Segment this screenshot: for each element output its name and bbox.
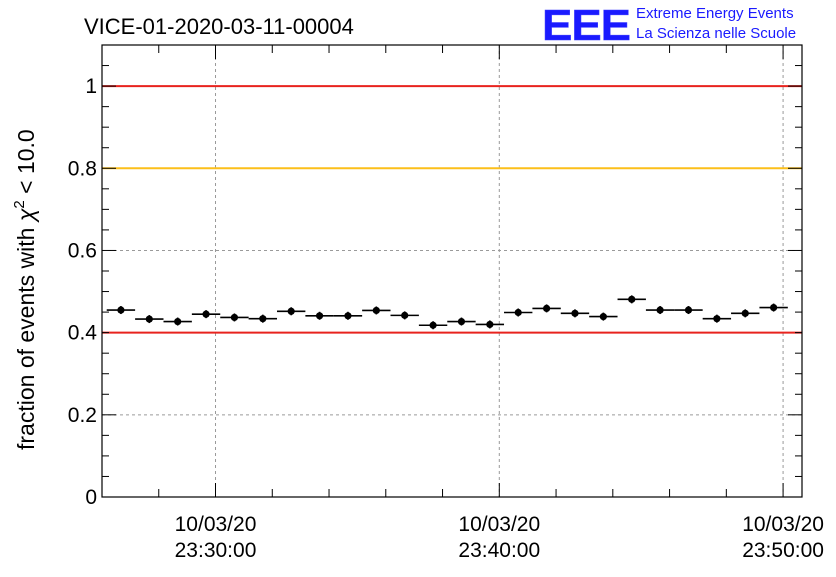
data-point [656,306,664,314]
data-point [571,309,579,317]
logo-line2: La Scienza nelle Scuole [636,25,796,42]
y-axis-label-prefix: fraction of events with [13,221,39,450]
data-point [599,313,607,321]
y-tick-label: 0 [85,486,97,509]
logo-line1: Extreme Energy Events [636,5,794,22]
data-point [344,312,352,320]
data-point [372,306,380,315]
data-point [770,303,778,312]
chart-title: VICE-01-2020-03-11-00004 [84,14,354,39]
data-point [457,317,466,326]
data-point [514,308,522,317]
data-point [315,312,324,320]
data-point [202,310,210,318]
grid [102,45,802,497]
data-point [628,295,636,303]
y-axis-label-suffix: < 10.0 [13,129,39,200]
data-points [106,295,788,330]
x-tick-date: 10/03/20 [175,513,257,536]
y-tick-label: 0.6 [68,239,97,262]
data-point [542,304,551,312]
x-tick-time: 23:40:00 [458,539,540,562]
data-point [429,321,437,329]
y-axis-label-sup: 2 [11,200,28,208]
data-point [713,315,721,323]
plot-frame [101,44,803,498]
y-axis-label-chi: χ [13,208,39,223]
x-tick-time: 23:30:00 [175,539,257,562]
y-tick-label: 0.8 [68,157,97,180]
x-tick-time: 23:50:00 [742,539,824,562]
axes: 0 0.2 0.4 0.6 0.8 1 10/03/20 23:30:00 10/03/20 23… [68,44,824,562]
data-point [401,311,409,319]
y-tick-label: 0.2 [68,404,97,427]
x-tick-date: 10/03/20 [742,513,824,536]
y-axis-label: fraction of events with χ2 < 10.0 [11,129,39,450]
x-tick-date: 10/03/20 [458,513,540,536]
data-point [117,306,125,314]
data-point [145,315,153,323]
y-tick-label: 0.4 [68,322,98,345]
reference-lines [102,85,802,334]
data-point [741,309,749,317]
logo-mark: EEE [542,1,630,50]
y-tick-label: 1 [85,75,97,98]
data-point [684,306,693,314]
svg-text:fraction of events with χ2 < 1: fraction of events with χ2 < 10.0 [11,129,39,450]
data-point [287,307,295,315]
data-point [259,315,267,323]
eee-logo: EEE Extreme Energy Events La Scienza nel… [542,1,796,51]
data-point [486,320,494,329]
data-point [230,313,239,322]
data-point [174,317,182,326]
